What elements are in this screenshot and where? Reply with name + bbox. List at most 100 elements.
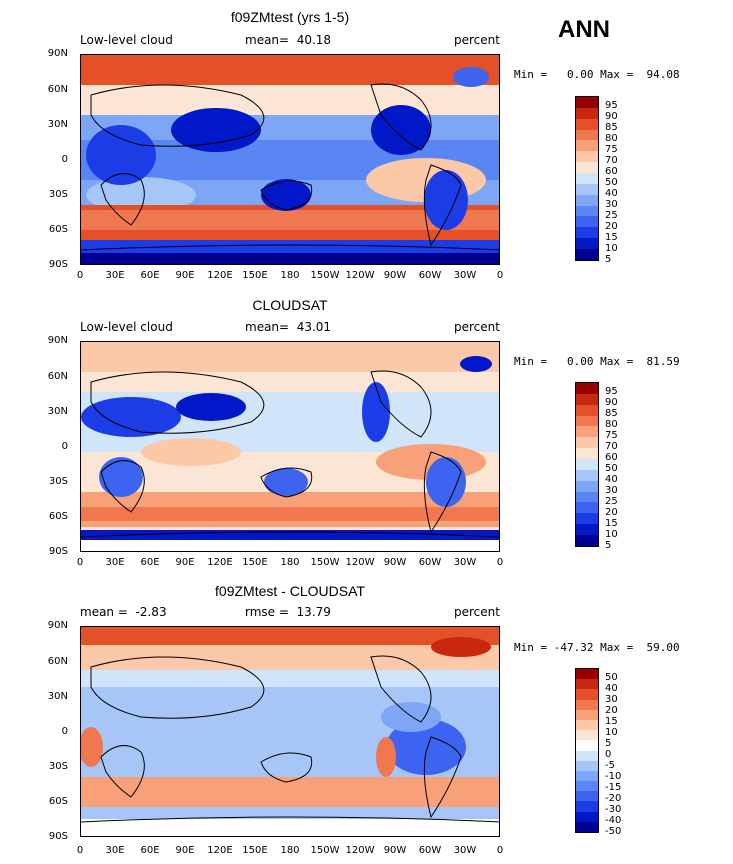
lon-tick: 30W [453,845,477,856]
lat-tick: 60N [47,656,68,667]
lon-tick: 60E [140,845,160,856]
panel-1-title: f09ZMtest (yrs 1-5) [230,9,350,25]
colorbar-label: 80 [605,133,618,144]
lat-tick: 90S [48,831,68,842]
lat-tick: 60S [48,511,68,522]
colorbar-label: -5 [605,760,615,771]
panel-1-colorbar [575,96,599,261]
panel-3-units: percent [454,605,500,619]
colorbar-segment [576,97,598,108]
panel-2-colorbar [575,382,599,547]
colorbar-label: 15 [605,232,618,243]
colorbar-label: 75 [605,430,618,441]
lat-tick: 60N [47,84,68,95]
lon-tick: 180 [280,270,300,281]
lon-tick: 60W [418,270,442,281]
colorbar-segment [576,183,598,195]
colorbar-segment [576,760,598,771]
colorbar-label: 20 [605,705,618,716]
colorbar-segment [576,383,598,394]
lon-tick: 0 [496,845,504,856]
lon-tick: 120E [207,557,233,568]
colorbar-label: -15 [605,782,622,793]
panel-2-minmax: Min = 0.00 Max = 81.59 [514,355,680,368]
lat-tick: 60S [48,796,68,807]
colorbar-segment [576,750,598,761]
lon-tick: 120W [345,270,375,281]
lon-tick: 30E [105,270,125,281]
colorbar-label: -30 [605,804,622,815]
colorbar-label: 25 [605,496,618,507]
panel-3-minmax: Min = -47.32 Max = 59.00 [514,641,680,654]
colorbar-label: 40 [605,683,618,694]
colorbar-segment [576,709,598,720]
colorbar-label: 10 [605,727,618,738]
panel-3-map [80,626,500,837]
panel-3-rmse: rmse = 13.79 [245,605,331,619]
colorbar-segment [576,699,598,710]
panel-2-map [80,341,500,552]
colorbar-label: 30 [605,485,618,496]
colorbar-segment [576,740,598,751]
colorbar-segment [576,469,598,481]
lon-tick: 60E [140,557,160,568]
lon-tick: 120W [345,557,375,568]
panel-3-mean: mean = -2.83 [80,605,167,619]
lon-tick: 0 [76,845,84,856]
colorbar-label: 85 [605,408,618,419]
colorbar-segment [576,811,598,822]
lat-tick: 60S [48,224,68,235]
colorbar-segment [576,140,598,152]
panel-1-mean: mean= 40.18 [245,33,332,47]
lon-tick: 0 [76,557,84,568]
colorbar-segment [576,426,598,438]
colorbar-label: -10 [605,771,622,782]
colorbar-label: 15 [605,518,618,529]
lon-tick: 0 [76,270,84,281]
colorbar-segment [576,194,598,206]
colorbar-segment [576,491,598,503]
lon-tick: 90W [383,270,407,281]
lat-tick: 30N [47,406,68,417]
colorbar-label: 85 [605,122,618,133]
colorbar-segment [576,513,598,525]
colorbar-label: 40 [605,188,618,199]
colorbar-segment [576,404,598,416]
lat-tick: 30S [48,761,68,772]
lon-tick: 90W [383,557,407,568]
colorbar-segment [576,770,598,782]
lon-tick: 90E [175,845,195,856]
lat-tick: 90S [48,546,68,557]
colorbar-label: 50 [605,463,618,474]
panel-1-minmax: Min = 0.00 Max = 94.08 [514,68,680,81]
colorbar-label: 90 [605,397,618,408]
colorbar-segment [576,151,598,163]
colorbar-label: 20 [605,507,618,518]
lon-tick: 180 [280,557,300,568]
lon-tick: 90E [175,270,195,281]
colorbar-label: 95 [605,100,618,111]
lat-tick: 0 [61,726,68,737]
colorbar-segment [576,107,598,119]
colorbar-segment [576,173,598,184]
colorbar-label: 70 [605,441,618,452]
panel-2-title: CLOUDSAT [252,297,328,313]
lat-tick: 30S [48,189,68,200]
colorbar-label: 5 [605,540,612,551]
colorbar-label: 20 [605,221,618,232]
colorbar-segment [576,781,598,792]
colorbar-label: 5 [605,738,612,749]
lat-tick: 30N [47,119,68,130]
season-label: ANN [558,16,610,43]
panel-1-field-label: Low-level cloud [80,33,173,47]
colorbar-label: 10 [605,529,618,540]
lon-tick: 30E [105,557,125,568]
colorbar-label: 70 [605,155,618,166]
colorbar-segment [576,118,598,130]
lat-tick: 30N [47,691,68,702]
colorbar-label: 90 [605,111,618,122]
colorbar-segment [576,415,598,427]
colorbar-segment [576,679,598,690]
lon-tick: 0 [496,557,504,568]
panel-2-mean: mean= 43.01 [245,320,332,334]
